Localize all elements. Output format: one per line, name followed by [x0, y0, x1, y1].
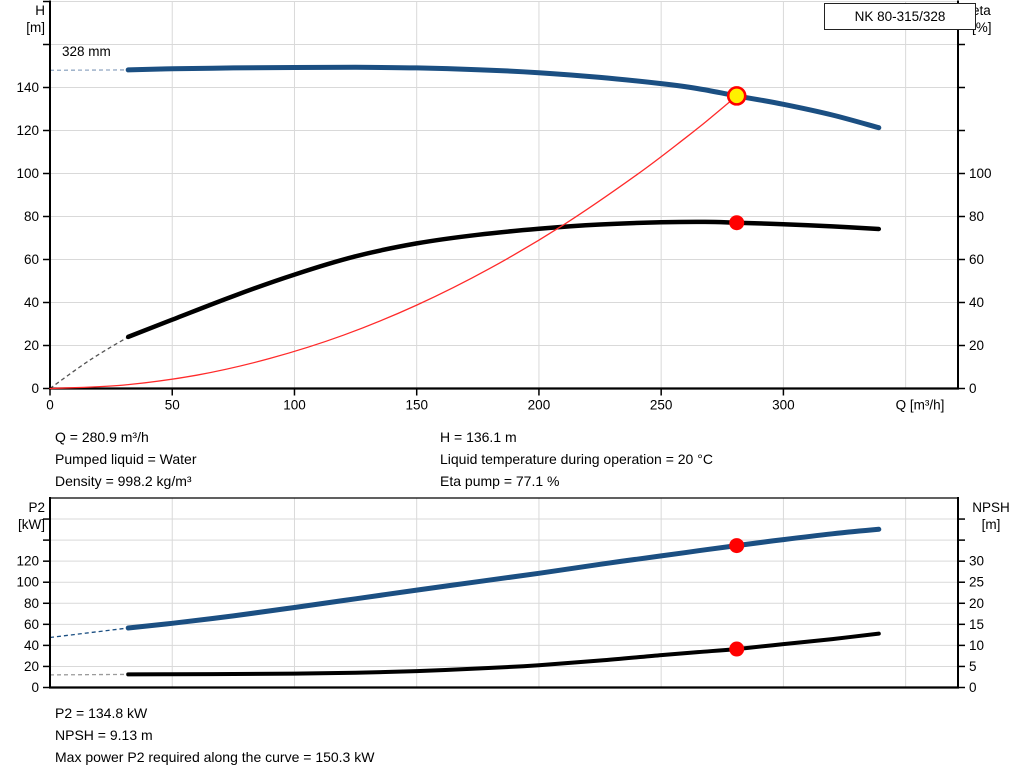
duty-info-left: Q = 280.9 m³/h Pumped liquid = Water Den… — [55, 426, 197, 492]
left-axis-tick-label: 60 — [24, 252, 39, 267]
hq-eta-chart[interactable]: 0 20 40 60 80 100 120 140 0 20 40 60 80 100 0 50 100 150 2… — [0, 0, 1024, 420]
x-axis-tick-label: 300 — [772, 398, 795, 413]
eta-axis-label-line1: eta — [972, 3, 991, 18]
info-density: Density = 998.2 kg/m³ — [55, 473, 192, 489]
h-axis-label-line2: [m] — [26, 20, 45, 35]
left-axis-tick-label: 100 — [16, 575, 39, 590]
duty-point-head[interactable] — [726, 86, 747, 106]
info-max-power: Max power P2 required along the curve = … — [55, 749, 375, 765]
p2-curve — [125, 526, 882, 631]
left-axis-tick-label: 0 — [31, 381, 39, 396]
left-axis-tick-label: 40 — [24, 638, 39, 653]
left-axis-tick-label: 40 — [24, 295, 39, 310]
info-head: H = 136.1 m — [440, 429, 517, 445]
right-axis-tick-label: 25 — [969, 575, 984, 590]
right-axis-tick-label: 30 — [969, 554, 984, 569]
impeller-diameter-label: 328 mm — [62, 44, 111, 59]
h-axis-label-line1: H — [35, 3, 45, 18]
efficiency-curve — [125, 219, 882, 340]
duty-info-right: H = 136.1 m Liquid temperature during op… — [440, 426, 713, 492]
duty-point-p2[interactable] — [729, 538, 745, 554]
result-info: P2 = 134.8 kW NPSH = 9.13 m Max power P2… — [55, 702, 374, 768]
left-axis-tick-label: 60 — [24, 617, 39, 632]
left-axis-tick-label: 20 — [24, 659, 39, 674]
duty-point-eta[interactable] — [729, 215, 745, 231]
system-curve — [49, 95, 738, 390]
left-axis-tick-label: 120 — [16, 554, 39, 569]
h-axis-label: H [m] — [0, 2, 48, 36]
right-axis-tick-label: 60 — [969, 252, 984, 267]
right-axis-tick-label: 0 — [969, 680, 977, 695]
p2-axis-label-line1: P2 — [28, 500, 45, 515]
npsh-axis-label-line1: NPSH — [972, 500, 1010, 515]
info-npsh: NPSH = 9.13 m — [55, 727, 153, 743]
info-pumped-liquid: Pumped liquid = Water — [55, 451, 197, 467]
right-axis-tick-label: 20 — [969, 596, 984, 611]
p2-axis-label: P2 [kW] — [0, 499, 48, 533]
x-axis-tick-label: 150 — [405, 398, 428, 413]
info-eta-pump: Eta pump = 77.1 % — [440, 473, 560, 489]
left-axis-tick-label: 0 — [31, 680, 39, 695]
eta-axis-label-line2: [%] — [972, 20, 992, 35]
npsh-curve-dashed-extension — [49, 673, 129, 676]
right-axis-tick-label: 10 — [969, 638, 984, 653]
x-axis-unit-label: Q [m³/h] — [896, 398, 945, 413]
right-axis-tick-label: 40 — [969, 295, 984, 310]
efficiency-curve-dashed-extension — [49, 336, 129, 390]
left-axis-tick-label: 140 — [16, 80, 39, 95]
p2-axis-label-line2: [kW] — [18, 517, 45, 532]
info-flow: Q = 280.9 m³/h — [55, 429, 149, 445]
left-axis-tick-label: 80 — [24, 209, 39, 224]
info-p2: P2 = 134.8 kW — [55, 705, 148, 721]
npsh-axis-label: NPSH [m] — [962, 499, 1020, 533]
right-axis-tick-label: 5 — [969, 659, 977, 674]
right-axis-tick-label: 20 — [969, 338, 984, 353]
info-liquid-temperature: Liquid temperature during operation = 20… — [440, 451, 713, 467]
x-axis-tick-label: 50 — [165, 398, 180, 413]
p2-curve-dashed-extension — [49, 627, 129, 639]
left-axis-tick-label: 120 — [16, 123, 39, 138]
npsh-axis-label-line2: [m] — [981, 517, 1001, 532]
p2-npsh-chart[interactable]: 0 20 40 60 80 100 120 0 5 10 15 20 25 30 — [0, 470, 1024, 700]
left-axis-tick-label: 100 — [16, 166, 39, 181]
eta-axis-label: eta [%] — [972, 2, 992, 36]
right-axis-tick-label: 15 — [969, 617, 984, 632]
duty-point-npsh[interactable] — [729, 641, 745, 657]
right-axis-tick-label: 0 — [969, 381, 977, 396]
x-axis-tick-label: 0 — [46, 398, 54, 413]
left-axis-tick-label: 20 — [24, 338, 39, 353]
right-axis-tick-label: 80 — [969, 209, 984, 224]
x-axis-tick-label: 100 — [283, 398, 306, 413]
npsh-curve — [126, 631, 881, 677]
left-axis-tick-label: 80 — [24, 596, 39, 611]
x-axis-tick-label: 200 — [528, 398, 551, 413]
right-axis-tick-label: 100 — [969, 166, 992, 181]
head-curve — [125, 64, 882, 131]
x-axis-tick-label: 250 — [650, 398, 673, 413]
pump-type-box: NK 80-315/328 — [824, 3, 976, 30]
